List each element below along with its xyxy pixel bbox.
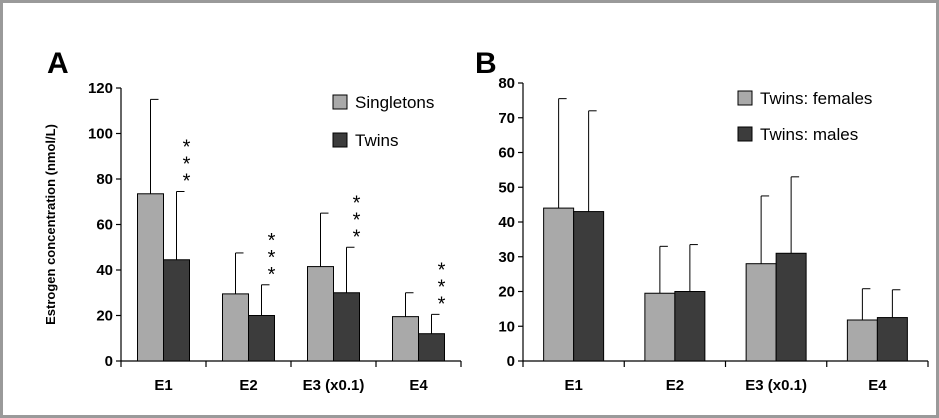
legend-label: Twins: females xyxy=(760,89,872,108)
y-tick-label: 30 xyxy=(498,249,515,266)
bar-twins-females-1 xyxy=(644,292,676,362)
legend-label: Twins xyxy=(355,131,398,150)
y-tick-label: 0 xyxy=(507,353,515,370)
bar-twins-males-0 xyxy=(573,211,605,362)
figure-svg: A Estrogen concentration (nmol/L) 0 20 40 60 8… xyxy=(43,47,929,394)
significance-star: * xyxy=(268,230,276,252)
significance-star: * xyxy=(183,154,191,176)
y-tick-label: 80 xyxy=(96,171,113,188)
y-tick-label: 20 xyxy=(498,284,515,301)
bar-twins-males-3 xyxy=(876,317,908,362)
bar-singletons-3 xyxy=(392,316,419,362)
x-tick-label: E4 xyxy=(868,377,887,394)
bar-twins-males-2 xyxy=(775,252,807,362)
x-tick-label: E2 xyxy=(239,377,257,394)
legend-swatch xyxy=(332,94,348,110)
y-tick-label: 100 xyxy=(88,126,113,143)
bar-singletons-0 xyxy=(137,193,164,362)
y-tick-label: 0 xyxy=(105,353,113,370)
legend-label: Singletons xyxy=(355,93,434,112)
x-tick-label: E2 xyxy=(666,377,684,394)
bar-singletons-1 xyxy=(222,293,249,362)
bar-twins-0 xyxy=(163,259,190,362)
significance-star: * xyxy=(353,226,361,248)
significance-star: * xyxy=(353,209,361,231)
y-tick-label: 20 xyxy=(96,308,113,325)
legend-swatch xyxy=(332,132,348,148)
panel-b: B 0 10 20 30 40 50 60 70 80 E1 E2 E3 (x0.1) E4 Twins: … xyxy=(475,47,929,394)
bar-twins-2 xyxy=(333,292,360,362)
y-tick-label: 120 xyxy=(88,80,113,97)
y-tick-label: 80 xyxy=(498,75,515,92)
bar-singletons-2 xyxy=(307,266,334,362)
significance-star: * xyxy=(438,293,446,315)
bar-twins-3 xyxy=(418,333,445,362)
legend-swatch xyxy=(737,90,753,106)
x-tick-label: E3 (x0.1) xyxy=(303,377,365,394)
significance-star: * xyxy=(438,276,446,298)
bar-twins-females-0 xyxy=(543,207,575,362)
legend-swatch xyxy=(737,126,753,142)
legend-label: Twins: males xyxy=(760,125,858,144)
bar-twins-females-3 xyxy=(846,319,878,362)
significance-star: * xyxy=(268,264,276,286)
x-tick-label: E3 (x0.1) xyxy=(745,377,807,394)
significance-star: * xyxy=(183,171,191,193)
significance-star: * xyxy=(268,247,276,269)
bar-twins-females-2 xyxy=(745,263,777,362)
y-tick-label: 40 xyxy=(498,214,515,231)
panel-label: B xyxy=(475,47,497,80)
y-tick-label: 50 xyxy=(498,179,515,196)
y-tick-label: 10 xyxy=(498,318,515,335)
y-tick-label: 40 xyxy=(96,262,113,279)
y-tick-label: 70 xyxy=(498,110,515,127)
bar-twins-males-1 xyxy=(674,291,706,362)
significance-star: * xyxy=(438,259,446,281)
significance-star: * xyxy=(353,192,361,214)
y-tick-label: 60 xyxy=(96,217,113,234)
y-axis-label: Estrogen concentration (nmol/L) xyxy=(43,124,58,325)
panel-label: A xyxy=(47,47,69,80)
bar-twins-1 xyxy=(248,315,275,362)
panel-a: A Estrogen concentration (nmol/L) 0 20 40 60 8… xyxy=(43,47,462,394)
significance-star: * xyxy=(183,137,191,159)
x-tick-label: E1 xyxy=(154,377,172,394)
y-tick-label: 60 xyxy=(498,145,515,162)
x-tick-label: E4 xyxy=(409,377,428,394)
x-tick-label: E1 xyxy=(564,377,582,394)
